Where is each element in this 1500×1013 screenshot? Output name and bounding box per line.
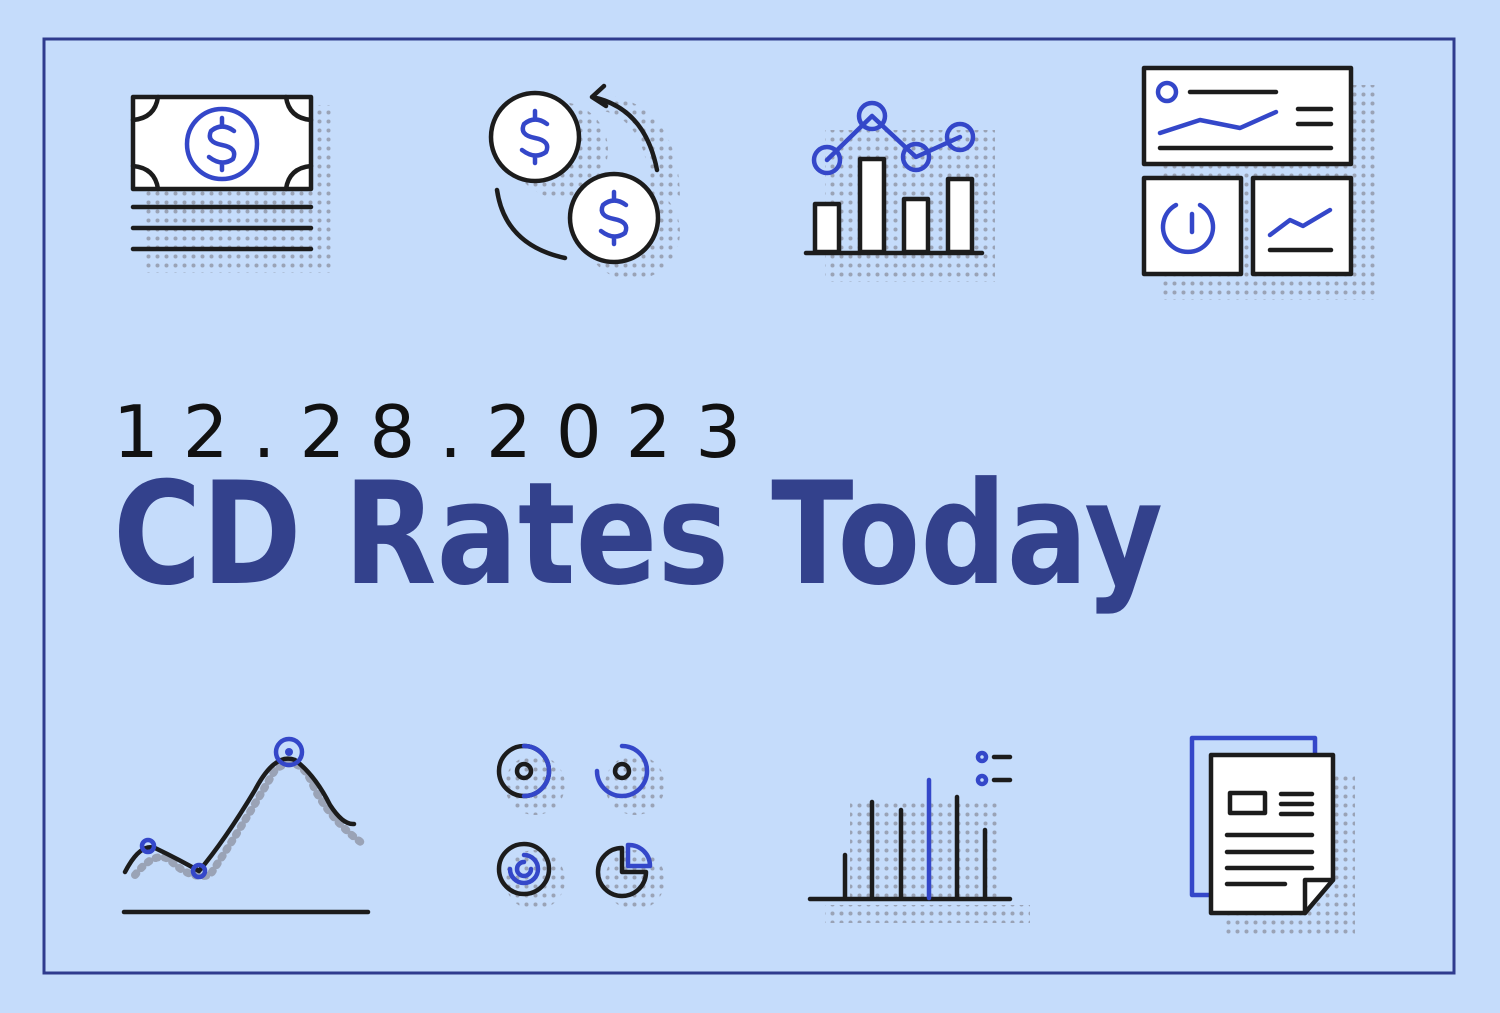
- money-icon: [130, 94, 331, 273]
- dashboard-icon: [1141, 65, 1375, 300]
- frame: [42, 37, 1456, 975]
- bar-line-icon: [803, 100, 995, 282]
- curve-icon: [121, 736, 371, 915]
- donut-icon: [496, 743, 665, 910]
- date: 12.28.2023: [113, 390, 765, 474]
- bar-lines-icon: [807, 750, 1030, 923]
- exchange-icon: [488, 83, 680, 280]
- document-icon: [1189, 735, 1355, 938]
- headline: CD Rates Today: [113, 452, 1163, 617]
